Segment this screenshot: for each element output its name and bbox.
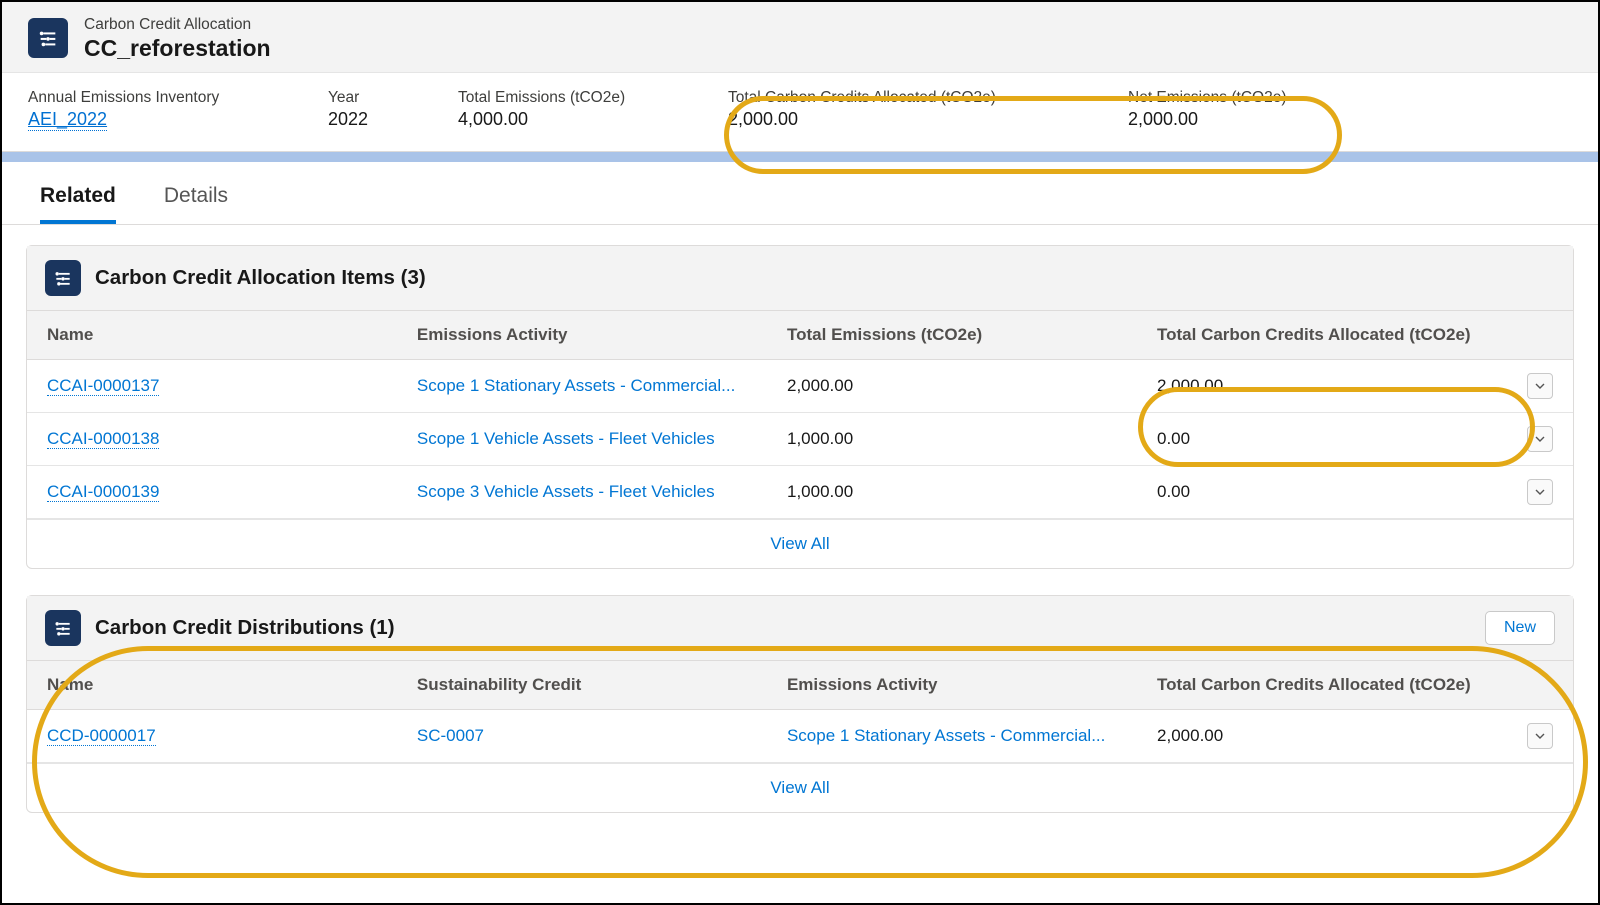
row-menu-button[interactable] bbox=[1527, 426, 1553, 452]
col-name: Name bbox=[27, 661, 397, 710]
net-emissions-value: 2,000.00 bbox=[1128, 109, 1378, 130]
activity-link[interactable]: Scope 1 Vehicle Assets - Fleet Vehicles bbox=[417, 429, 715, 448]
allocation-view-all[interactable]: View All bbox=[27, 519, 1573, 568]
total-cell: 2,000.00 bbox=[767, 360, 1137, 413]
col-activity: Emissions Activity bbox=[397, 311, 767, 360]
total-cell: 1,000.00 bbox=[767, 413, 1137, 466]
summary-label: Total Carbon Credits Allocated (tCO2e) bbox=[728, 89, 1128, 107]
credits-allocated-value: 2,000.00 bbox=[728, 109, 1128, 130]
summary-label: Net Emissions (tCO2e) bbox=[1128, 89, 1378, 107]
distributions-title: Carbon Credit Distributions (1) bbox=[95, 616, 395, 640]
new-distribution-button[interactable]: New bbox=[1485, 611, 1555, 645]
allocation-items-title: Carbon Credit Allocation Items (3) bbox=[95, 266, 426, 290]
item-name-link[interactable]: CCAI-0000139 bbox=[47, 482, 159, 502]
distributions-card: Carbon Credit Distributions (1) New Name… bbox=[26, 595, 1574, 813]
col-credit: Sustainability Credit bbox=[397, 661, 767, 710]
col-allocated: Total Carbon Credits Allocated (tCO2e) bbox=[1137, 311, 1507, 360]
allocated-cell: 0.00 bbox=[1137, 413, 1507, 466]
table-row: CCAI-0000139 Scope 3 Vehicle Assets - Fle… bbox=[27, 466, 1573, 519]
item-name-link[interactable]: CCAI-0000137 bbox=[47, 376, 159, 396]
credit-link[interactable]: SC-0007 bbox=[417, 726, 484, 745]
table-row: CCD-0000017 SC-0007 Scope 1 Stationary Ass… bbox=[27, 710, 1573, 763]
col-name: Name bbox=[27, 311, 397, 360]
col-allocated: Total Carbon Credits Allocated (tCO2e) bbox=[1137, 661, 1507, 710]
summary-bar: Annual Emissions Inventory AEI_2022 Year… bbox=[2, 73, 1598, 152]
activity-link[interactable]: Scope 1 Stationary Assets - Commercial..… bbox=[787, 726, 1105, 745]
summary-label: Annual Emissions Inventory bbox=[28, 89, 328, 107]
col-activity: Emissions Activity bbox=[767, 661, 1137, 710]
summary-label: Total Emissions (tCO2e) bbox=[458, 89, 728, 107]
row-menu-button[interactable] bbox=[1527, 723, 1553, 749]
allocated-cell: 0.00 bbox=[1137, 466, 1507, 519]
activity-link[interactable]: Scope 3 Vehicle Assets - Fleet Vehicles bbox=[417, 482, 715, 501]
distributions-view-all[interactable]: View All bbox=[27, 763, 1573, 812]
activity-link[interactable]: Scope 1 Stationary Assets - Commercial..… bbox=[417, 376, 735, 395]
tab-related[interactable]: Related bbox=[40, 184, 116, 224]
row-menu-button[interactable] bbox=[1527, 479, 1553, 505]
object-label: Carbon Credit Allocation bbox=[84, 16, 271, 34]
distributions-table: Name Sustainability Credit Emissions Act… bbox=[27, 661, 1573, 763]
allocated-cell: 2,000.00 bbox=[1137, 360, 1507, 413]
tab-details[interactable]: Details bbox=[164, 184, 228, 224]
allocated-cell: 2,000.00 bbox=[1137, 710, 1507, 763]
table-row: CCAI-0000137 Scope 1 Stationary Assets - … bbox=[27, 360, 1573, 413]
row-menu-button[interactable] bbox=[1527, 373, 1553, 399]
divider-strip bbox=[2, 152, 1598, 162]
col-total: Total Emissions (tCO2e) bbox=[767, 311, 1137, 360]
summary-label: Year bbox=[328, 89, 458, 107]
year-value: 2022 bbox=[328, 109, 458, 130]
total-cell: 1,000.00 bbox=[767, 466, 1137, 519]
allocation-items-card: Carbon Credit Allocation Items (3) Name … bbox=[26, 245, 1574, 569]
tabs: Related Details bbox=[2, 162, 1598, 225]
allocation-items-icon bbox=[45, 260, 81, 296]
total-emissions-value: 4,000.00 bbox=[458, 109, 728, 130]
item-name-link[interactable]: CCAI-0000138 bbox=[47, 429, 159, 449]
page-header: Carbon Credit Allocation CC_reforestatio… bbox=[2, 2, 1598, 73]
item-name-link[interactable]: CCD-0000017 bbox=[47, 726, 156, 746]
record-icon bbox=[28, 18, 68, 58]
distributions-icon bbox=[45, 610, 81, 646]
record-title: CC_reforestation bbox=[84, 35, 271, 62]
inventory-link[interactable]: AEI_2022 bbox=[28, 109, 107, 131]
allocation-items-table: Name Emissions Activity Total Emissions … bbox=[27, 311, 1573, 519]
table-row: CCAI-0000138 Scope 1 Vehicle Assets - Fle… bbox=[27, 413, 1573, 466]
